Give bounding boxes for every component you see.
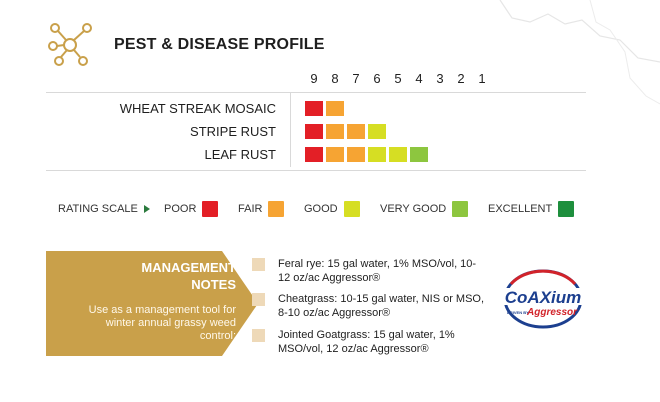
legend-swatch [268,201,285,217]
rating-cell [410,147,428,162]
management-description: Use as a management tool for winter annu… [88,304,236,342]
logo-brand: CoAXium [505,288,582,307]
scale-number: 3 [436,71,444,86]
arrow-right-icon [143,205,150,213]
legend-swatch [343,201,360,217]
divider [290,93,291,167]
pest-label: LEAF RUST [204,147,276,162]
legend-item-excellent: EXCELLENT [488,199,575,219]
network-nodes-icon [48,23,92,66]
legend-item-label: VERY GOOD [380,203,447,215]
rating-cell [305,147,323,162]
legend-item-good: GOOD [304,199,360,219]
legend-swatch [202,201,219,217]
scale-number: 1 [478,71,486,86]
square-bullet-icon [252,293,265,306]
rating-cell [347,147,365,162]
management-title-line: NOTES [191,277,236,292]
management-note: Jointed Goatgrass: 15 gal water, 1% MSO/… [252,328,488,356]
scale-number: 6 [373,71,381,86]
rating-legend: RATING SCALE POOR FAIR GOOD VERY GOOD EX… [58,199,598,219]
pest-label: STRIPE RUST [190,124,276,139]
legend-item-label: FAIR [238,203,263,215]
legend-title: RATING SCALE [58,199,150,219]
page-title: PEST & DISEASE PROFILE [114,36,325,53]
management-title: MANAGEMENT NOTES [66,259,236,293]
rating-cell [389,147,407,162]
rating-cell [368,124,386,139]
legend-swatch [558,201,575,217]
management-note: Feral rye: 15 gal water, 1% MSO/vol, 10-… [252,257,488,285]
pest-label: WHEAT STREAK MOSAIC [119,101,276,116]
rating-cell [326,147,344,162]
note-text: Cheatgrass: 10-15 gal water, NIS or MSO,… [278,293,485,319]
scale-number: 5 [394,71,402,86]
rating-cell [305,124,323,139]
legend-label: RATING SCALE [58,203,138,215]
profile-header: PEST & DISEASE PROFILE [46,18,324,70]
legend-item-very-good: VERY GOOD [380,199,469,219]
legend-item-label: EXCELLENT [488,203,553,215]
rating-cell [326,124,344,139]
square-bullet-icon [252,258,265,271]
coaxium-logo: CoAXium DRIVEN BY Aggressor [499,269,587,329]
legend-item-poor: POOR [164,199,219,219]
management-title-line: MANAGEMENT [141,260,236,275]
scale-number: 8 [331,71,339,86]
map-outline-decoration [499,0,660,105]
rating-cell [368,147,386,162]
legend-item-label: POOR [164,203,197,215]
management-note: Cheatgrass: 10-15 gal water, NIS or MSO,… [252,292,488,320]
note-text: Jointed Goatgrass: 15 gal water, 1% MSO/… [278,329,455,355]
divider [46,92,586,93]
legend-item-fair: FAIR [238,199,285,219]
scale-number: 7 [352,71,360,86]
legend-swatch [452,201,469,217]
logo-tagline-brand: Aggressor [526,307,578,318]
divider [46,170,586,171]
scale-number: 4 [415,71,423,86]
management-notes-panel: MANAGEMENT NOTES Use as a management too… [46,251,258,356]
note-text: Feral rye: 15 gal water, 1% MSO/vol, 10-… [278,258,477,284]
logo-tagline-prefix: DRIVEN BY [507,310,529,315]
rating-cell [347,124,365,139]
scale-number: 2 [457,71,465,86]
rating-cell [305,101,323,116]
scale-number: 9 [310,71,318,86]
arrow-panel-background [46,251,258,356]
square-bullet-icon [252,329,265,342]
rating-cell [326,101,344,116]
legend-item-label: GOOD [304,203,338,215]
